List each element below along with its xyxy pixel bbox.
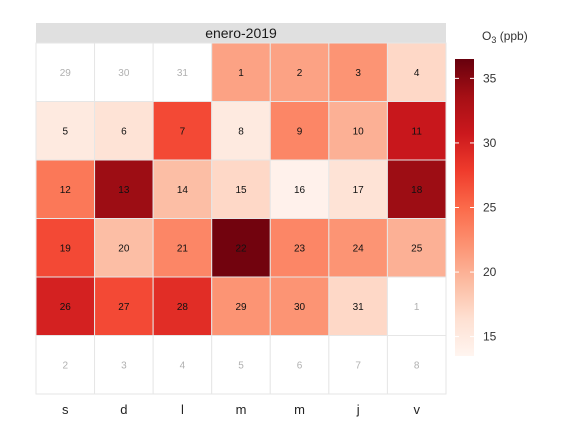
cell-day-label: 22 [235,243,247,254]
legend-tick-label: 25 [483,201,497,215]
cell-day-label: 3 [355,68,361,79]
legend-title-subscript: 3 [491,35,496,45]
cell-day-label: 2 [297,68,303,79]
calendar-cell [328,159,388,219]
legend-tick-label: 35 [483,71,497,85]
cell-day-label: 7 [355,360,361,371]
calendar-cell [152,159,213,219]
cell-day-label: 29 [60,68,72,79]
cell-day-label: 28 [177,302,189,313]
calendar-cell [211,218,271,278]
calendar-cell [386,101,447,161]
cell-day-label: 1 [238,68,244,79]
calendar-cell [211,335,271,395]
cell-day-label: 4 [180,360,186,371]
cell-day-label: 3 [121,360,127,371]
cell-day-label: 16 [294,185,306,196]
weekday-label: s [62,402,69,417]
cell-day-label: 25 [411,243,423,254]
calendar-cell [35,218,96,278]
weekday-label: j [356,402,360,417]
legend-title: O3 (ppb) [482,29,528,45]
calendar-cell [269,276,330,336]
cell-day-label: 30 [118,68,130,79]
calendar-cell [269,159,330,219]
calendar-cell [328,335,388,395]
cell-day-label: 9 [297,126,303,137]
calendar-cell [269,101,330,161]
cell-day-label: 24 [353,243,365,254]
legend-tick-label: 15 [483,330,497,344]
calendar-cell [152,335,213,395]
weekday-label: d [120,402,127,417]
calendar-cell [211,101,271,161]
calendar-cell [94,218,154,278]
calendar-cell [386,276,447,336]
calendar-cell [269,335,330,395]
cell-day-label: 6 [297,360,303,371]
weekday-label: m [236,402,247,417]
calendar-cell [94,159,154,219]
cell-day-label: 17 [353,185,365,196]
calendar-cell [328,218,388,278]
cell-day-label: 4 [414,68,420,79]
weekday-label: l [181,402,184,417]
cell-day-label: 31 [177,68,189,79]
calendar-cell [386,335,447,395]
cell-day-label: 8 [238,126,244,137]
cell-day-label: 18 [411,185,423,196]
calendar-cell [35,42,96,102]
cell-day-label: 30 [294,302,306,313]
facet-strip [36,23,446,43]
cell-day-label: 5 [238,360,244,371]
weekday-label: m [294,402,305,417]
calendar-cell [328,276,388,336]
cell-day-label: 6 [121,126,127,137]
calendar-cell [35,276,96,336]
cell-day-label: 21 [177,243,189,254]
legend-title-unit: (ppb) [496,29,527,43]
cell-day-label: 11 [412,126,423,137]
cell-day-label: 1 [414,302,420,313]
legend-ticks: 15 20 25 30 35 [455,71,497,344]
cell-day-label: 7 [180,126,186,137]
cell-day-label: 31 [353,302,365,313]
calendar-cell [211,159,271,219]
calendar-cell [35,101,96,161]
weekday-label: v [413,402,420,417]
calendar-cell [35,159,96,219]
cell-day-label: 13 [118,185,130,196]
calendar-cell [152,101,213,161]
cell-day-label: 19 [60,243,72,254]
cell-day-label: 5 [63,126,69,137]
cell-day-label: 2 [63,360,69,371]
calendar-cell [211,276,271,336]
chart-title: enero-2019 [205,25,277,41]
cell-day-label: 14 [177,185,189,196]
cell-day-label: 12 [60,185,72,196]
cell-day-label: 29 [235,302,247,313]
legend-tick-label: 30 [483,136,497,150]
cell-day-label: 27 [118,302,130,313]
calendar-cell [94,335,154,395]
legend-colorbar [455,59,474,356]
cell-day-label: 15 [235,185,247,196]
cell-day-label: 10 [353,126,365,137]
calendar-cell [386,159,447,219]
cell-day-label: 20 [118,243,130,254]
calendar-cell [386,42,447,102]
cell-day-label: 26 [60,302,72,313]
calendar-cell [152,218,213,278]
cell-day-label: 23 [294,243,306,254]
calendar-cell [94,101,154,161]
cell-day-label: 8 [414,360,420,371]
calendar-cell [269,218,330,278]
legend-tick-label: 20 [483,265,497,279]
calendar-cell [152,276,213,336]
calendar-cell [386,218,447,278]
legend-title-main: O [482,29,491,43]
